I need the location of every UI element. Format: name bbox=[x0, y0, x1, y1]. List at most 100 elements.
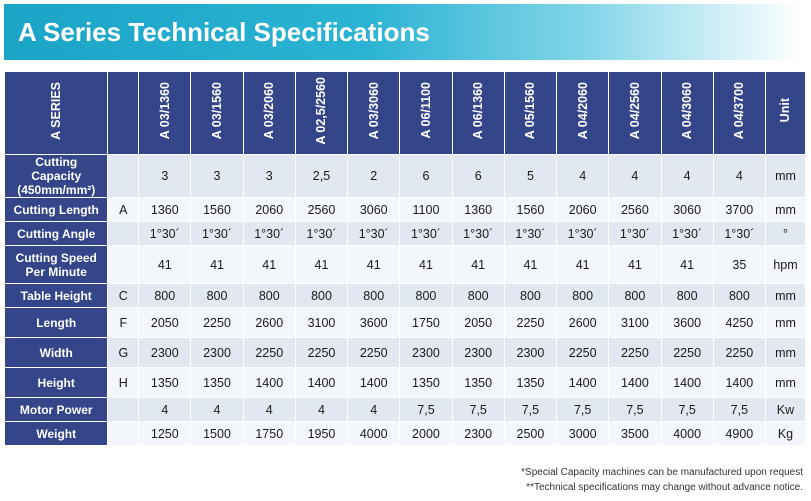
spec-value-cell: 1400 bbox=[712, 367, 766, 398]
spec-value-cell: 1°30´ bbox=[138, 221, 192, 246]
spec-value-cell: 800 bbox=[608, 283, 662, 308]
spec-value-cell: 1350 bbox=[451, 367, 505, 398]
spec-value-cell: 1°30´ bbox=[712, 221, 766, 246]
spec-value-cell: 2250 bbox=[712, 337, 766, 368]
spec-value-cell: 1°30´ bbox=[399, 221, 453, 246]
spec-value-cell: 1°30´ bbox=[556, 221, 610, 246]
dimension-code bbox=[107, 397, 140, 422]
spec-table-body: Cutting Capacity (450mm/mm²) 3 3 3 2,5 2 6 6 5 4 4… bbox=[3, 154, 807, 446]
spec-value-cell: 800 bbox=[712, 283, 766, 308]
row-label: Weight bbox=[3, 421, 109, 446]
spec-value-cell: 4 bbox=[660, 154, 714, 198]
dimension-code: C bbox=[107, 283, 140, 308]
dimension-code: G bbox=[107, 337, 140, 368]
row-label: Length bbox=[3, 307, 109, 338]
spec-value-cell: 2250 bbox=[347, 337, 401, 368]
spec-value-cell: 7,5 bbox=[556, 397, 610, 422]
spec-value-cell: 2250 bbox=[660, 337, 714, 368]
spec-value-cell: 2250 bbox=[294, 337, 349, 368]
spec-value-cell: 1°30´ bbox=[242, 221, 296, 246]
spec-value-cell: 41 bbox=[451, 245, 505, 284]
dimension-code: H bbox=[107, 367, 140, 398]
model-header: A 06/1100 bbox=[399, 71, 453, 155]
spec-value-cell: 4 bbox=[190, 397, 244, 422]
spec-value-cell: 1400 bbox=[660, 367, 714, 398]
spec-value-cell: 1500 bbox=[190, 421, 244, 446]
spec-value-cell: 3060 bbox=[347, 197, 401, 222]
spec-value-cell: 4 bbox=[294, 397, 349, 422]
spec-value-cell: 7,5 bbox=[399, 397, 453, 422]
footnotes: *Special Capacity machines can be manufa… bbox=[521, 465, 803, 495]
spec-value-cell: 2500 bbox=[503, 421, 558, 446]
spec-value-cell: 3600 bbox=[660, 307, 714, 338]
dimension-code bbox=[107, 154, 140, 198]
spec-value-cell: 1350 bbox=[503, 367, 558, 398]
spec-value-cell: 1350 bbox=[190, 367, 244, 398]
spec-value-cell: 4 bbox=[242, 397, 296, 422]
dimension-code bbox=[107, 421, 140, 446]
unit-cell: hpm bbox=[764, 245, 807, 284]
dimension-code: F bbox=[107, 307, 140, 338]
spec-value-cell: 1°30´ bbox=[451, 221, 505, 246]
spec-value-cell: 1400 bbox=[608, 367, 662, 398]
unit-cell: Kg bbox=[764, 421, 807, 446]
spec-value-cell: 1400 bbox=[242, 367, 296, 398]
spec-value-cell: 35 bbox=[712, 245, 766, 284]
spec-value-cell: 7,5 bbox=[660, 397, 714, 422]
dimension-code: A bbox=[107, 197, 140, 222]
code-header bbox=[107, 71, 140, 155]
spec-value-cell: 3 bbox=[138, 154, 192, 198]
unit-cell: Kw bbox=[764, 397, 807, 422]
spec-value-cell: 1560 bbox=[503, 197, 558, 222]
footnote-spec-change: **Technical specifications may change wi… bbox=[526, 482, 803, 493]
spec-value-cell: 3 bbox=[190, 154, 244, 198]
spec-value-cell: 800 bbox=[660, 283, 714, 308]
spec-value-cell: 41 bbox=[399, 245, 453, 284]
spec-value-cell: 7,5 bbox=[503, 397, 558, 422]
table-row: Table Height C 800 800 800 800 800 800 800 800 800… bbox=[3, 283, 807, 308]
row-label: Height bbox=[3, 367, 109, 398]
spec-value-cell: 800 bbox=[451, 283, 505, 308]
spec-value-cell: 2250 bbox=[608, 337, 662, 368]
spec-value-cell: 3060 bbox=[660, 197, 714, 222]
spec-value-cell: 3100 bbox=[608, 307, 662, 338]
model-header: A 04/3700 bbox=[712, 71, 766, 155]
unit-cell: mm bbox=[764, 283, 807, 308]
spec-value-cell: 3600 bbox=[347, 307, 401, 338]
series-header: A SERIES bbox=[3, 71, 109, 155]
model-header: A 03/1560 bbox=[190, 71, 244, 155]
unit-cell: mm bbox=[764, 367, 807, 398]
spec-value-cell: 1°30´ bbox=[294, 221, 349, 246]
row-label: Table Height bbox=[3, 283, 109, 308]
model-header: A 03/1360 bbox=[138, 71, 192, 155]
spec-value-cell: 2000 bbox=[399, 421, 453, 446]
spec-value-cell: 800 bbox=[399, 283, 453, 308]
spec-value-cell: 2300 bbox=[451, 421, 505, 446]
table-row: Motor Power 4 4 4 4 4 7,5 7,5 7,5 7,5 7,5 7,5 7,5 Kw bbox=[3, 397, 807, 422]
spec-value-cell: 41 bbox=[138, 245, 192, 284]
spec-table: A SERIES A 03/1360 A 03/1560 A 03/2060 A… bbox=[3, 71, 807, 446]
spec-value-cell: 2,5 bbox=[294, 154, 349, 198]
table-row: Cutting Length A 1360 1560 2060 2560 3060 1100 1… bbox=[3, 197, 807, 222]
spec-value-cell: 2250 bbox=[190, 307, 244, 338]
spec-value-cell: 1250 bbox=[138, 421, 192, 446]
spec-value-cell: 800 bbox=[556, 283, 610, 308]
spec-value-cell: 41 bbox=[556, 245, 610, 284]
spec-value-cell: 2560 bbox=[608, 197, 662, 222]
row-label: Cutting Angle bbox=[3, 221, 109, 246]
model-header: A 03/2060 bbox=[242, 71, 296, 155]
spec-value-cell: 1750 bbox=[242, 421, 296, 446]
model-header: A 04/2560 bbox=[608, 71, 662, 155]
spec-value-cell: 2300 bbox=[451, 337, 505, 368]
spec-value-cell: 4250 bbox=[712, 307, 766, 338]
spec-value-cell: 5 bbox=[503, 154, 558, 198]
spec-value-cell: 2050 bbox=[138, 307, 192, 338]
spec-value-cell: 800 bbox=[138, 283, 192, 308]
spec-value-cell: 3100 bbox=[294, 307, 349, 338]
spec-value-cell: 4 bbox=[608, 154, 662, 198]
spec-value-cell: 2560 bbox=[294, 197, 349, 222]
unit-cell: mm bbox=[764, 307, 807, 338]
spec-value-cell: 41 bbox=[242, 245, 296, 284]
spec-value-cell: 1950 bbox=[294, 421, 349, 446]
unit-cell: mm bbox=[764, 154, 807, 198]
